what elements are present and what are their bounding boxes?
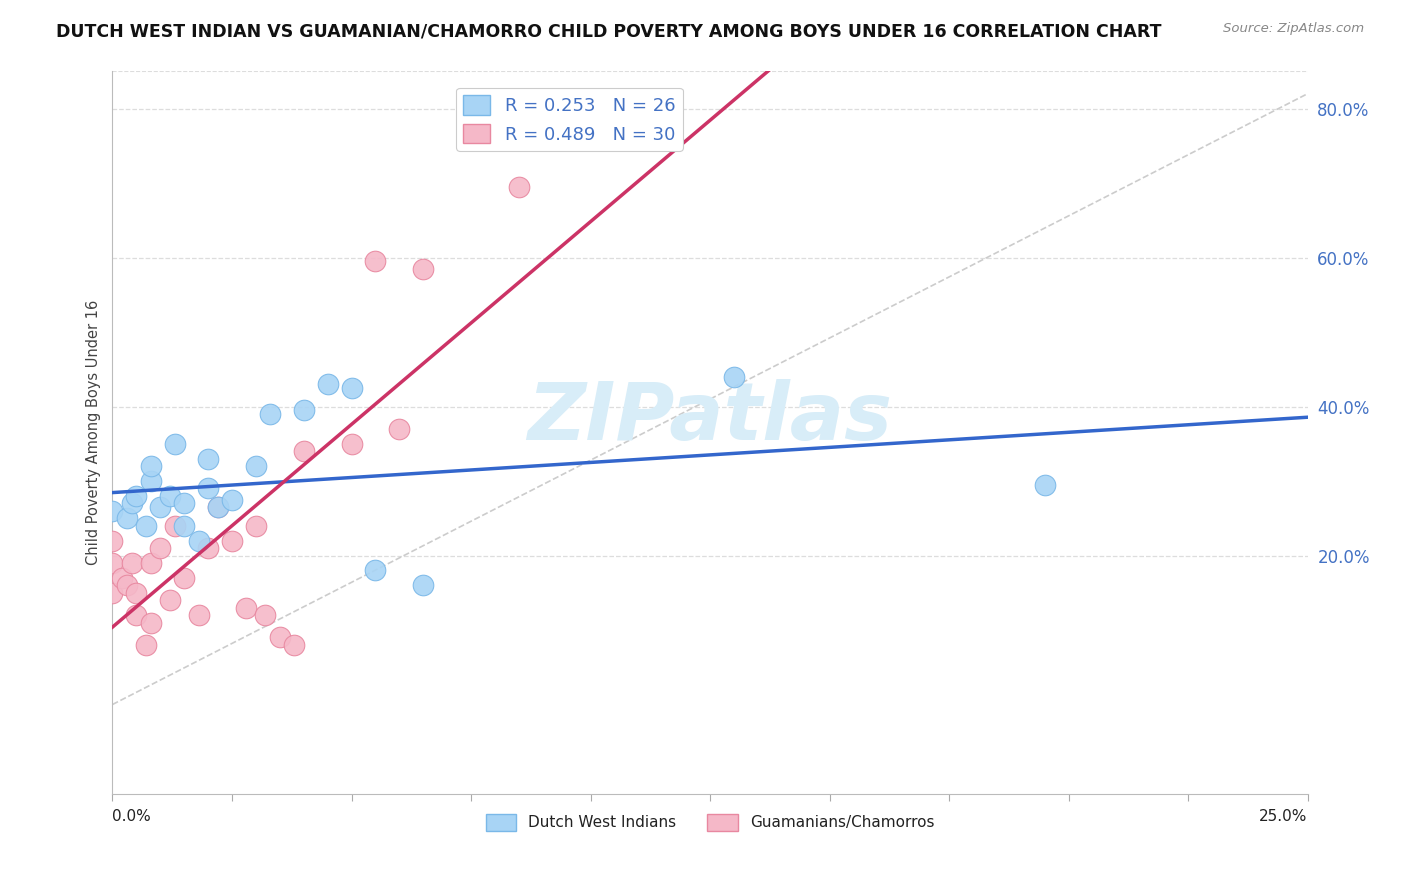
Point: [412, 578, 434, 592]
Point: [292, 403, 315, 417]
Point: [115, 511, 138, 525]
Point: [340, 437, 363, 451]
Point: [235, 600, 257, 615]
Point: [101, 504, 124, 518]
Point: [221, 533, 243, 548]
Point: [197, 482, 219, 496]
Point: [115, 578, 138, 592]
Point: [245, 518, 267, 533]
Text: DUTCH WEST INDIAN VS GUAMANIAN/CHAMORRO CHILD POVERTY AMONG BOYS UNDER 16 CORREL: DUTCH WEST INDIAN VS GUAMANIAN/CHAMORRO …: [56, 22, 1161, 40]
Point: [163, 437, 186, 451]
Point: [207, 500, 229, 515]
Point: [283, 638, 305, 652]
Point: [163, 518, 186, 533]
Point: [221, 492, 243, 507]
Point: [173, 518, 195, 533]
Point: [269, 631, 291, 645]
Point: [197, 451, 219, 466]
Point: [121, 496, 143, 510]
Point: [135, 518, 157, 533]
Y-axis label: Child Poverty Among Boys Under 16: Child Poverty Among Boys Under 16: [86, 300, 101, 566]
Text: 25.0%: 25.0%: [1260, 809, 1308, 824]
Text: Source: ZipAtlas.com: Source: ZipAtlas.com: [1223, 22, 1364, 36]
Point: [508, 179, 530, 194]
Point: [101, 556, 124, 570]
Point: [139, 459, 162, 474]
Point: [135, 638, 157, 652]
Point: [111, 571, 134, 585]
Point: [364, 563, 387, 577]
Point: [149, 500, 172, 515]
Point: [187, 608, 209, 623]
Point: [316, 377, 339, 392]
Point: [723, 369, 745, 384]
Point: [207, 500, 229, 515]
Point: [340, 381, 363, 395]
Point: [254, 608, 277, 623]
Point: [139, 556, 162, 570]
Point: [125, 489, 148, 503]
Point: [121, 556, 143, 570]
Point: [187, 533, 209, 548]
Point: [364, 254, 387, 268]
Point: [159, 489, 181, 503]
Point: [159, 593, 181, 607]
Point: [101, 533, 124, 548]
Point: [139, 474, 162, 488]
Point: [292, 444, 315, 458]
Point: [259, 407, 281, 421]
Point: [125, 586, 148, 600]
Point: [197, 541, 219, 555]
Text: 0.0%: 0.0%: [112, 809, 152, 824]
Text: ZIPatlas: ZIPatlas: [527, 379, 893, 458]
Point: [149, 541, 172, 555]
Point: [1033, 477, 1056, 491]
Point: [173, 496, 195, 510]
Point: [173, 571, 195, 585]
Legend: Dutch West Indians, Guamanians/Chamorros: Dutch West Indians, Guamanians/Chamorros: [479, 808, 941, 837]
Point: [245, 459, 267, 474]
Point: [125, 608, 148, 623]
Point: [388, 422, 411, 436]
Point: [139, 615, 162, 630]
Point: [101, 586, 124, 600]
Point: [412, 261, 434, 276]
